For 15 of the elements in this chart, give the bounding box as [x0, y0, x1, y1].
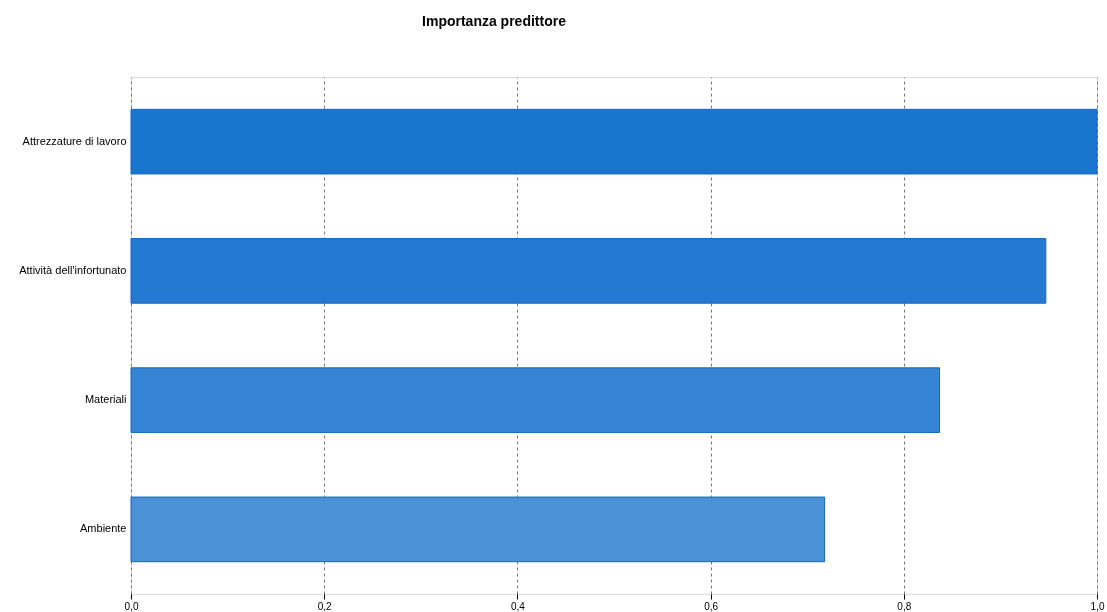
chart-title: Importanza predittore — [422, 13, 567, 29]
x-tick-label: 0,8 — [897, 600, 912, 612]
x-tick-label: 0,4 — [510, 600, 526, 612]
y-tick-label: Attività dell'infortunato — [19, 263, 127, 276]
x-tick-label: 0,2 — [317, 600, 333, 612]
bar — [130, 367, 941, 433]
bar — [130, 496, 826, 563]
y-tick-label: Materiali — [84, 393, 127, 406]
bar — [130, 238, 1047, 304]
x-tick-label: 0,0 — [124, 600, 139, 612]
y-tick-label: Ambiente — [80, 522, 127, 535]
bar — [130, 108, 1098, 175]
x-tick-label: 0,6 — [704, 600, 719, 612]
x-tick-label: 1,0 — [1090, 600, 1105, 612]
y-tick-label: Attrezzature di lavoro — [22, 134, 127, 147]
